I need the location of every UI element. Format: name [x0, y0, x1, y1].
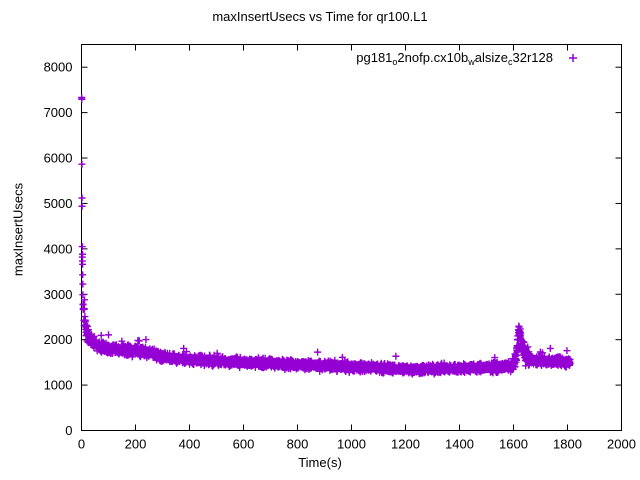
svg-text:5000: 5000	[44, 196, 73, 211]
svg-text:6000: 6000	[44, 151, 73, 166]
data-series-markers	[78, 93, 574, 378]
svg-text:8000: 8000	[44, 60, 73, 75]
svg-text:200: 200	[125, 437, 147, 452]
svg-text:800: 800	[287, 437, 309, 452]
svg-text:7000: 7000	[44, 105, 73, 120]
svg-text:4000: 4000	[44, 241, 73, 256]
x-axis-ticks: 0 200 400 600 800 1000 1200 1400 1600 1800 2000	[78, 44, 636, 452]
chart-title: maxInsertUsecs vs Time for qr100.L1	[212, 9, 428, 24]
svg-text:2000: 2000	[44, 332, 73, 347]
svg-text:1800: 1800	[553, 437, 582, 452]
svg-text:600: 600	[233, 437, 255, 452]
svg-text:1200: 1200	[391, 437, 420, 452]
svg-text:0: 0	[65, 423, 72, 438]
chart-legend[interactable]: pg181o2nofp.cx10bwalsizec32r128	[356, 50, 577, 67]
svg-text:1000: 1000	[337, 437, 366, 452]
legend-marker-plus	[569, 54, 577, 62]
svg-text:3000: 3000	[44, 287, 73, 302]
x-axis-label: Time(s)	[298, 455, 342, 470]
svg-text:1600: 1600	[499, 437, 528, 452]
y-axis-ticks: 0 1000 2000 3000 4000 5000 6000 7000 8000	[44, 60, 622, 438]
svg-text:0: 0	[78, 437, 85, 452]
legend-series-label: pg181o2nofp.cx10bwalsizec32r128	[356, 50, 553, 67]
svg-text:400: 400	[179, 437, 201, 452]
svg-text:2000: 2000	[607, 437, 636, 452]
svg-text:1000: 1000	[44, 378, 73, 393]
plot-frame	[81, 44, 622, 431]
svg-text:1400: 1400	[445, 437, 474, 452]
